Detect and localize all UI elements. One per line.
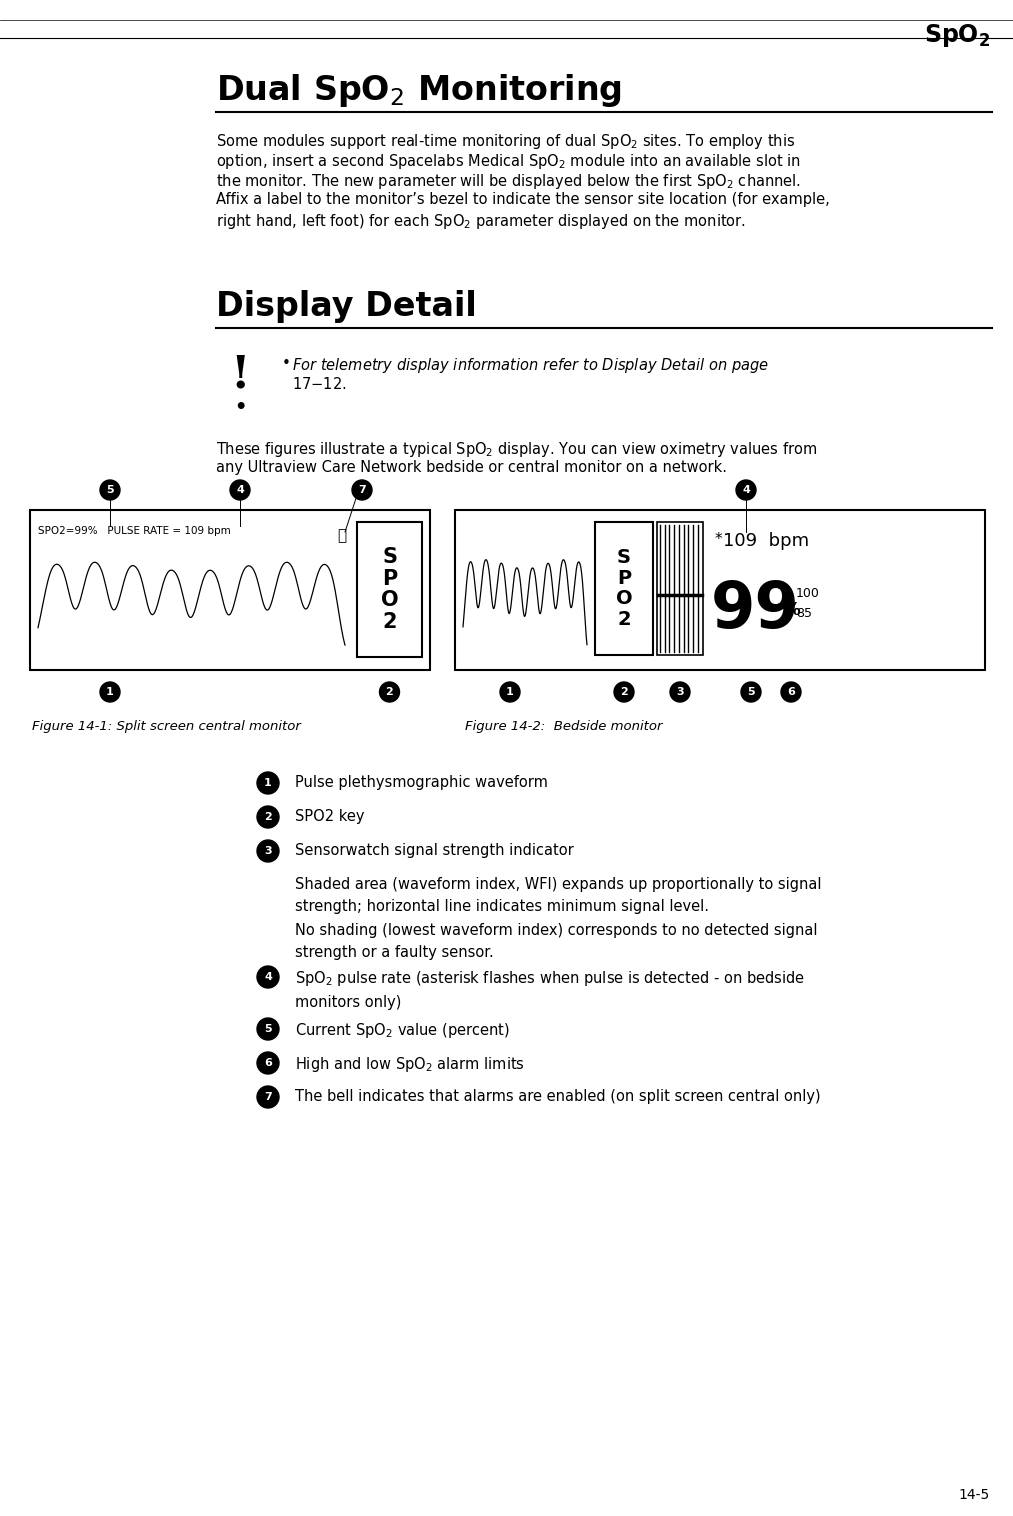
Text: any Ultraview Care Network bedside or central monitor on a network.: any Ultraview Care Network bedside or ce… [216,459,727,475]
Text: 1: 1 [506,687,514,697]
Text: 85: 85 [796,606,812,620]
Circle shape [100,682,120,702]
Text: S
P
O
2: S P O 2 [616,549,632,629]
Bar [30,509,430,670]
Circle shape [257,772,279,794]
Circle shape [670,682,690,702]
Text: Dual SpO$_2$ Monitoring: Dual SpO$_2$ Monitoring [216,71,622,109]
Text: 5: 5 [106,485,113,496]
Text: 2: 2 [264,813,271,822]
Text: Current SpO$_2$ value (percent): Current SpO$_2$ value (percent) [295,1020,510,1040]
Text: %: % [783,600,799,619]
Circle shape [736,481,756,500]
Text: Some modules support real-time monitoring of dual SpO$_2$ sites. To employ this: Some modules support real-time monitorin… [216,132,795,152]
Text: SPO2=99%   PULSE RATE = 109 bpm: SPO2=99% PULSE RATE = 109 bpm [38,526,231,537]
Text: 109  bpm: 109 bpm [723,532,809,550]
Circle shape [500,682,520,702]
Text: 7: 7 [359,485,366,496]
Bar [455,509,985,670]
Text: SPO2 key: SPO2 key [295,810,365,825]
Text: These figures illustrate a typical SpO$_2$ display. You can view oximetry values: These figures illustrate a typical SpO$_… [216,440,817,459]
Text: 4: 4 [264,972,271,982]
Text: 2: 2 [620,687,628,697]
Text: *: * [715,532,722,547]
Text: option, insert a second Spacelabs Medical SpO$_2$ module into an available slot : option, insert a second Spacelabs Medica… [216,152,801,171]
Text: High and low SpO$_2$ alarm limits: High and low SpO$_2$ alarm limits [295,1055,525,1073]
Text: $\mathbf{SpO_2}$: $\mathbf{SpO_2}$ [924,23,990,49]
Text: Display Detail: Display Detail [216,290,477,323]
Text: $\it{For\ telemetry\ display\ information\ refer\ to\ Display\ Detail\ on\ page}: $\it{For\ telemetry\ display\ informatio… [292,356,769,374]
Text: Figure 14-2:  Bedside monitor: Figure 14-2: Bedside monitor [465,720,663,734]
Circle shape [257,1085,279,1108]
Text: 4: 4 [236,485,244,496]
Text: 1: 1 [106,687,113,697]
Text: No shading (lowest waveform index) corresponds to no detected signal
strength or: No shading (lowest waveform index) corre… [295,923,817,960]
Text: 5: 5 [748,687,755,697]
Text: The bell indicates that alarms are enabled (on split screen central only): The bell indicates that alarms are enabl… [295,1088,821,1104]
Circle shape [100,481,120,500]
Text: 5: 5 [264,1023,271,1034]
Text: Shaded area (waveform index, WFI) expands up proportionally to signal
strength; : Shaded area (waveform index, WFI) expand… [295,876,822,914]
Bar [657,522,703,655]
Bar [357,522,422,656]
Text: !: ! [230,353,250,396]
Bar [595,522,653,655]
Text: Figure 14-1: Split screen central monitor: Figure 14-1: Split screen central monito… [32,720,301,734]
Text: 4: 4 [743,485,750,496]
Text: the monitor. The new parameter will be displayed below the first SpO$_2$ channel: the monitor. The new parameter will be d… [216,171,801,191]
Circle shape [614,682,634,702]
Text: 7: 7 [264,1092,271,1102]
Text: 6: 6 [787,687,795,697]
Text: 100: 100 [796,587,820,600]
Text: $\it{17\mathrm{-}12.}$: $\it{17\mathrm{-}12.}$ [292,376,346,393]
Text: right hand, left foot) for each SpO$_2$ parameter displayed on the monitor.: right hand, left foot) for each SpO$_2$ … [216,212,746,230]
Text: 3: 3 [677,687,684,697]
Circle shape [352,481,372,500]
Text: S
P
O
2: S P O 2 [381,547,398,632]
Circle shape [257,807,279,828]
Circle shape [257,1019,279,1040]
Circle shape [741,682,761,702]
Circle shape [257,1052,279,1073]
Text: Pulse plethysmographic waveform: Pulse plethysmographic waveform [295,775,548,790]
Circle shape [781,682,801,702]
Text: 🔔: 🔔 [337,528,346,543]
Text: Sensorwatch signal strength indicator: Sensorwatch signal strength indicator [295,843,573,858]
Text: 1: 1 [264,778,271,788]
Text: •: • [234,399,246,417]
Text: Affix a label to the monitor’s bezel to indicate the sensor site location (for e: Affix a label to the monitor’s bezel to … [216,193,830,208]
Text: 14-5: 14-5 [958,1489,990,1502]
Text: SpO$_2$ pulse rate (asterisk flashes when pulse is detected - on bedside
monitor: SpO$_2$ pulse rate (asterisk flashes whe… [295,969,805,1010]
Text: 99: 99 [711,579,800,641]
Circle shape [230,481,250,500]
Circle shape [380,682,399,702]
Text: 2: 2 [386,687,393,697]
Circle shape [257,840,279,863]
Text: 6: 6 [264,1058,271,1067]
Circle shape [257,966,279,988]
Text: •: • [282,356,291,371]
Text: 3: 3 [264,846,271,857]
